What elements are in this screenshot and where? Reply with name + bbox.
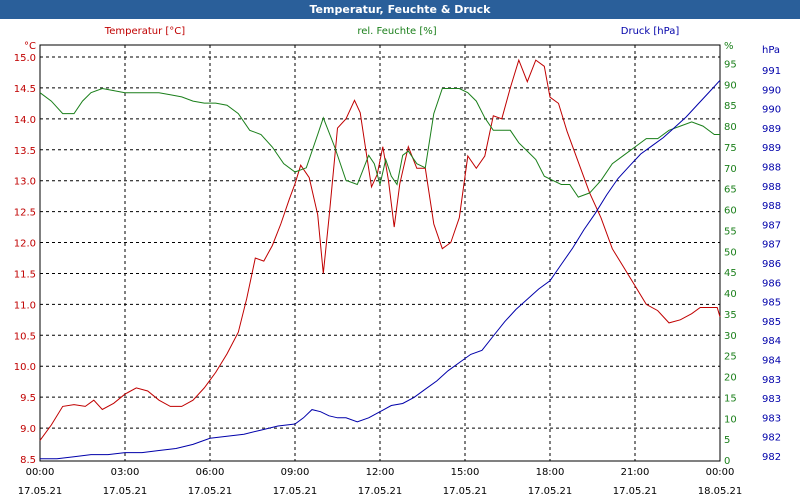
y-tick-pressure: 988 <box>762 201 781 212</box>
x-tick-time: 15:00 <box>451 467 480 478</box>
x-tick-time: 09:00 <box>281 467 310 478</box>
y-tick-pressure: 984 <box>762 356 781 367</box>
y-tick-humidity: 50 <box>724 247 737 258</box>
y-tick-humidity: 70 <box>724 164 737 175</box>
y-tick-pressure: 988 <box>762 182 781 193</box>
y-tick-humidity: 80 <box>724 122 737 133</box>
x-tick-time: 00:00 <box>26 467 55 478</box>
y-tick-pressure: 987 <box>762 240 781 251</box>
y-tick-pressure: 984 <box>762 336 781 347</box>
axis-label-temperature: Temperatur [°C] <box>104 26 185 37</box>
y-tick-humidity: 20 <box>724 373 737 384</box>
y-tick-pressure: 985 <box>762 298 781 309</box>
x-tick-time: 18:00 <box>536 467 565 478</box>
y-tick-humidity: 60 <box>724 206 737 217</box>
x-tick-date: 18.05.21 <box>698 486 743 497</box>
y-tick-temperature: 13.5 <box>14 146 36 157</box>
y-tick-pressure: 985 <box>762 317 781 328</box>
y-tick-humidity: 90 <box>724 80 737 91</box>
y-tick-pressure: 983 <box>762 394 781 405</box>
x-tick-date: 17.05.21 <box>188 486 233 497</box>
x-tick-time: 12:00 <box>366 467 395 478</box>
x-tick-date: 17.05.21 <box>443 486 488 497</box>
y-tick-humidity: 25 <box>724 352 737 363</box>
y-tick-temperature: 11.5 <box>14 269 36 280</box>
y-tick-humidity: 65 <box>724 185 737 196</box>
x-tick-date: 17.05.21 <box>103 486 148 497</box>
y-tick-pressure: 990 <box>762 85 781 96</box>
series-line-humidity <box>39 87 720 198</box>
y-tick-temperature: 15.0 <box>14 53 36 64</box>
y-tick-pressure: 990 <box>762 105 781 116</box>
axis-label-humidity: rel. Feuchte [%] <box>357 26 436 37</box>
y-tick-humidity: 75 <box>724 143 737 154</box>
chart-area: 00:00 17.05.21 03:00 17.05.21 06:00 17.05.21 0… <box>0 19 800 500</box>
y-tick-temperature: 13.0 <box>14 177 36 188</box>
y-tick-pressure: 989 <box>762 124 781 135</box>
x-tick-date: 17.05.21 <box>613 486 658 497</box>
chart-title: Temperatur, Feuchte & Druck <box>0 0 800 19</box>
x-tick-date: 17.05.21 <box>358 486 403 497</box>
y-tick-humidity: 55 <box>724 226 737 237</box>
y-tick-temperature: 14.0 <box>14 115 36 126</box>
y-tick-humidity: % <box>724 41 734 52</box>
y-tick-pressure: 983 <box>762 375 781 386</box>
y-tick-humidity: 45 <box>724 268 737 279</box>
x-tick-time: 00:00 <box>706 467 735 478</box>
y-tick-pressure: 991 <box>762 66 781 77</box>
y-tick-temperature: 9.0 <box>20 424 36 435</box>
x-tick-time: 03:00 <box>111 467 140 478</box>
series-line-pressure <box>40 79 721 460</box>
y-tick-pressure: 983 <box>762 413 781 424</box>
x-tick-time: 21:00 <box>621 467 650 478</box>
y-tick-temperature: 11.0 <box>14 300 36 311</box>
y-tick-pressure: 982 <box>762 433 781 444</box>
series-line-temperature <box>39 58 721 441</box>
y-tick-pressure: 986 <box>762 278 781 289</box>
y-tick-humidity: 85 <box>724 101 737 112</box>
y-tick-pressure: 989 <box>762 143 781 154</box>
x-tick-date: 17.05.21 <box>18 486 63 497</box>
plot-frame <box>39 44 721 462</box>
y-tick-humidity: 35 <box>724 310 737 321</box>
y-tick-pressure: 982 <box>762 452 781 463</box>
y-tick-pressure: hPa <box>762 45 780 56</box>
y-tick-humidity: 40 <box>724 289 737 300</box>
x-tick-time: 06:00 <box>196 467 225 478</box>
y-unit-temperature: °C <box>24 41 36 52</box>
y-tick-humidity: 10 <box>724 414 737 425</box>
y-tick-humidity: 30 <box>724 331 737 342</box>
y-tick-humidity: 0 <box>724 456 730 467</box>
y-tick-temperature: 8.5 <box>20 455 36 466</box>
y-tick-temperature: 10.5 <box>14 331 36 342</box>
y-tick-temperature: 10.0 <box>14 362 36 373</box>
axis-label-pressure: Druck [hPa] <box>621 26 680 37</box>
y-tick-pressure: 988 <box>762 163 781 174</box>
y-tick-humidity: 5 <box>724 435 730 446</box>
chart-svg: 00:00 17.05.21 03:00 17.05.21 06:00 17.05.21 0… <box>14 26 781 497</box>
y-tick-temperature: 12.5 <box>14 208 36 219</box>
x-tick-date: 17.05.21 <box>528 486 573 497</box>
y-tick-humidity: 15 <box>724 393 737 404</box>
y-tick-pressure: 986 <box>762 259 781 270</box>
y-tick-temperature: 9.5 <box>20 393 36 404</box>
x-tick-date: 17.05.21 <box>273 486 318 497</box>
y-tick-temperature: 12.0 <box>14 239 36 250</box>
y-tick-pressure: 987 <box>762 220 781 231</box>
y-tick-humidity: 95 <box>724 60 737 71</box>
y-tick-temperature: 14.5 <box>14 84 36 95</box>
